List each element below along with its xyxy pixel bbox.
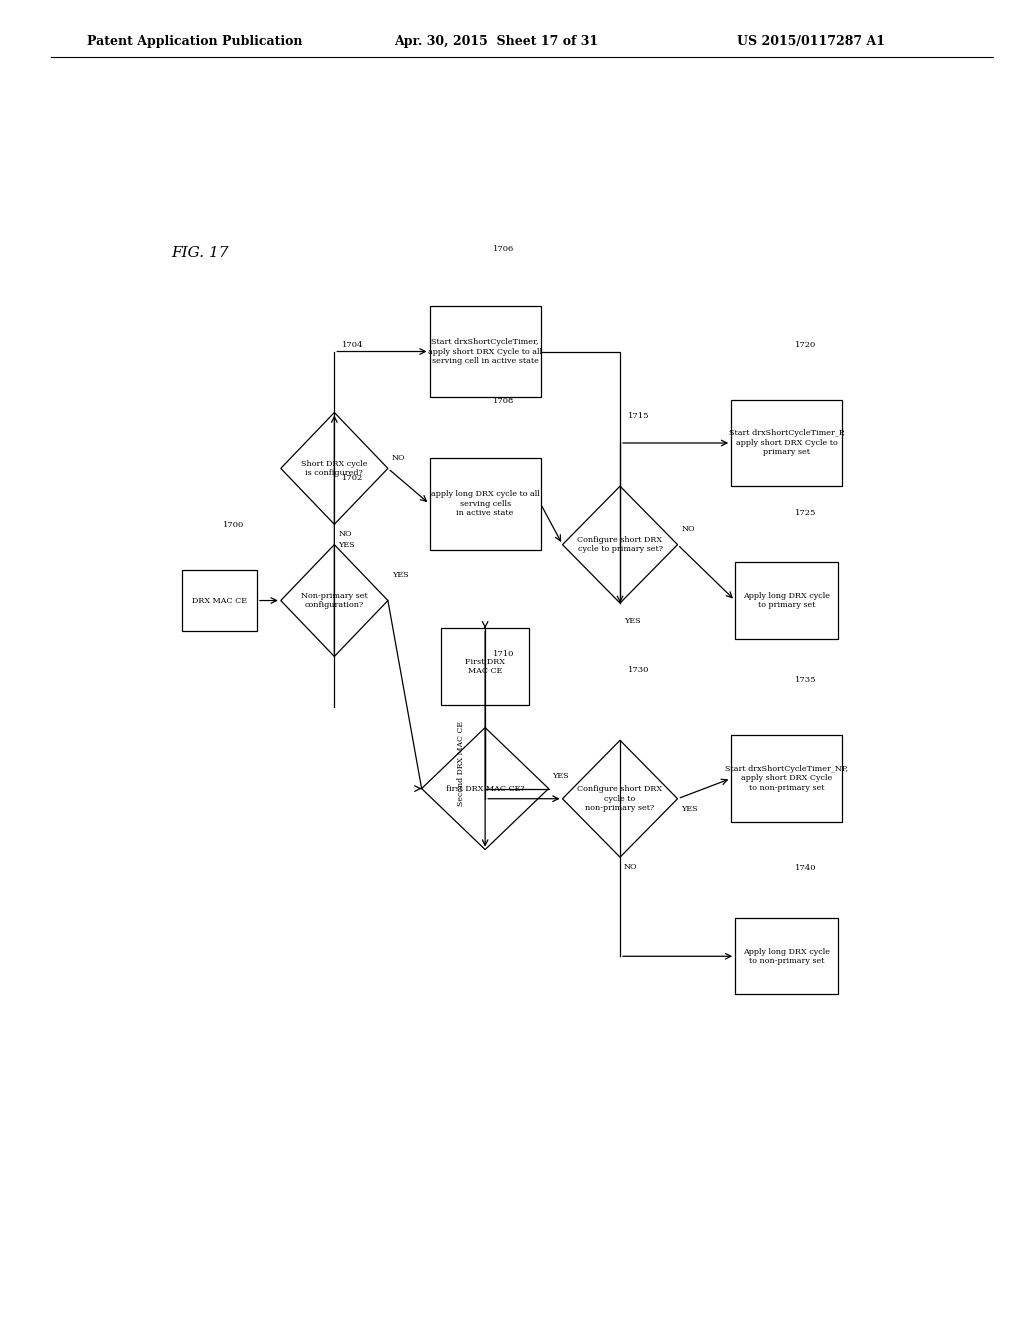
Text: FIG. 17: FIG. 17 [172,246,229,260]
Text: 1704: 1704 [342,342,364,350]
FancyBboxPatch shape [735,919,839,994]
Text: Apr. 30, 2015  Sheet 17 of 31: Apr. 30, 2015 Sheet 17 of 31 [394,34,598,48]
Text: apply long DRX cycle to all
serving cells
in active state: apply long DRX cycle to all serving cell… [431,491,540,517]
Text: YES: YES [553,772,569,780]
FancyBboxPatch shape [181,570,257,631]
Text: 1740: 1740 [795,865,816,873]
Text: DRX MAC CE: DRX MAC CE [191,597,247,605]
FancyBboxPatch shape [441,628,528,705]
Text: First DRX
MAC CE: First DRX MAC CE [465,657,505,676]
Text: YES: YES [392,572,409,579]
Text: 1735: 1735 [795,676,816,684]
Text: Configure short DRX
cycle to primary set?: Configure short DRX cycle to primary set… [578,536,663,553]
Text: Non-primary set
configuration?: Non-primary set configuration? [301,591,368,610]
Text: 1730: 1730 [628,667,649,675]
Text: NO: NO [392,454,406,462]
Text: Configure short DRX
cycle to
non-primary set?: Configure short DRX cycle to non-primary… [578,785,663,812]
Text: Short DRX cycle
is configured?: Short DRX cycle is configured? [301,459,368,477]
Polygon shape [281,412,388,524]
FancyBboxPatch shape [731,400,842,486]
Text: Second DRX MAC CE: Second DRX MAC CE [458,721,465,805]
Text: Start drxShortCycleTimer_NP,
apply short DRX Cycle
to non-primary set: Start drxShortCycleTimer_NP, apply short… [725,764,848,792]
Text: Apply long DRX cycle
to primary set: Apply long DRX cycle to primary set [743,591,830,610]
Text: Start drxShortCycleTimer_P,
apply short DRX Cycle to
primary set: Start drxShortCycleTimer_P, apply short … [729,429,845,457]
Text: 1715: 1715 [628,412,649,420]
Text: 1720: 1720 [795,341,816,348]
Text: 1725: 1725 [795,508,816,516]
Text: first DRX MAC CE?: first DRX MAC CE? [445,784,524,792]
Text: YES: YES [624,618,641,626]
Text: NO: NO [338,531,352,539]
Polygon shape [562,486,678,603]
Text: YES: YES [338,541,355,549]
Text: 1710: 1710 [494,651,514,659]
Text: NO: NO [624,863,638,871]
Text: 1700: 1700 [223,521,245,529]
Polygon shape [422,727,549,850]
Text: Start drxShortCycleTimer,
apply short DRX Cycle to all
serving cell in active st: Start drxShortCycleTimer, apply short DR… [428,338,542,366]
FancyBboxPatch shape [430,458,541,549]
Text: Patent Application Publication: Patent Application Publication [87,34,302,48]
Text: 1706: 1706 [494,246,514,253]
Text: NO: NO [682,525,695,533]
FancyBboxPatch shape [731,735,842,821]
Text: US 2015/0117287 A1: US 2015/0117287 A1 [737,34,886,48]
Polygon shape [562,741,678,857]
Text: 1702: 1702 [342,474,364,482]
FancyBboxPatch shape [735,562,839,639]
FancyBboxPatch shape [430,306,541,397]
Text: Apply long DRX cycle
to non-primary set: Apply long DRX cycle to non-primary set [743,948,830,965]
Polygon shape [281,545,388,656]
Text: 1708: 1708 [494,397,514,405]
Text: YES: YES [682,805,698,813]
